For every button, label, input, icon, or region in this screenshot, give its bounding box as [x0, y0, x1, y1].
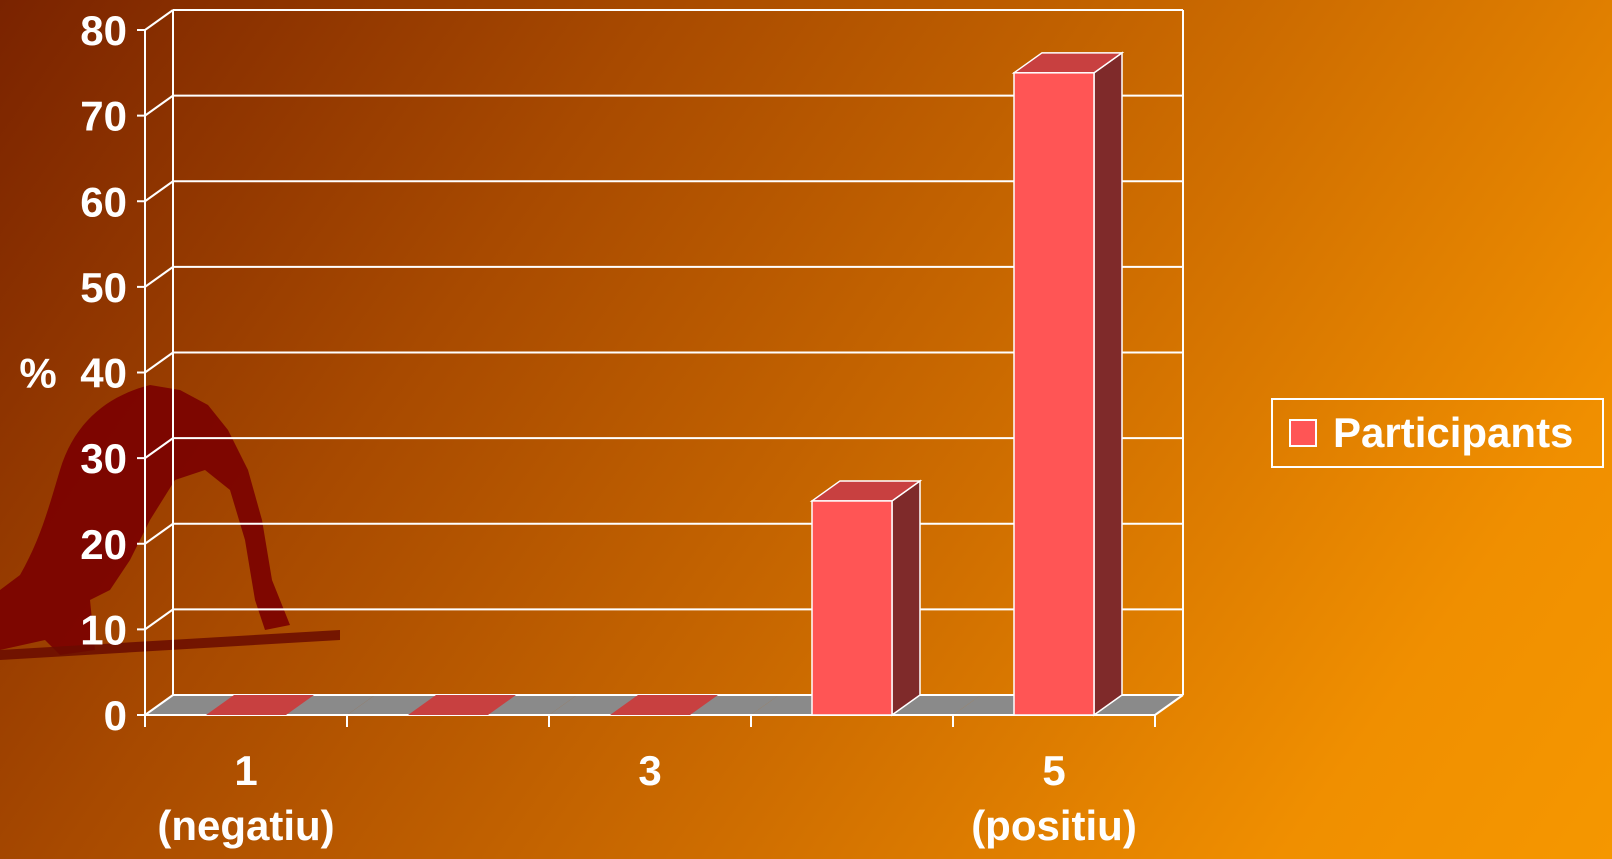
- y-tick-label: 60: [80, 178, 127, 225]
- gridline-side: [144, 522, 174, 545]
- bar: [610, 695, 718, 715]
- y-axis-label: %: [19, 350, 56, 397]
- bar-side: [891, 479, 921, 717]
- x-tick-label: 1: [234, 747, 257, 794]
- gridline-side: [144, 694, 174, 716]
- legend-label: Participants: [1333, 409, 1574, 456]
- y-tick-label: 70: [80, 93, 127, 140]
- x-tick-label: (negatiu): [157, 802, 334, 849]
- gridline-side: [144, 437, 174, 459]
- sprinter-silhouette: [0, 385, 340, 660]
- x-tick-label: (positiu): [971, 802, 1137, 849]
- gridline-side: [144, 266, 174, 288]
- bar: [408, 695, 516, 715]
- bar: [206, 695, 314, 715]
- bar-side: [1093, 51, 1123, 717]
- legend-swatch: [1289, 419, 1317, 447]
- y-tick-label: 0: [104, 692, 127, 739]
- y-tick-label: 80: [80, 7, 127, 54]
- x-tick-label: 3: [638, 747, 661, 794]
- y-tick-label: 30: [80, 435, 127, 482]
- y-tick-label: 10: [80, 606, 127, 653]
- y-tick-label: 40: [80, 350, 127, 397]
- gridline-side: [144, 180, 174, 203]
- legend: Participants: [1271, 398, 1604, 468]
- gridline-side: [144, 94, 174, 117]
- y-tick-label: 20: [80, 521, 127, 568]
- bar: [811, 500, 893, 716]
- bar: [1013, 72, 1095, 716]
- floor-right-edge: [1154, 694, 1184, 716]
- gridline-side: [144, 351, 174, 374]
- x-tick-label: 5: [1042, 747, 1065, 794]
- gridline-side: [144, 9, 174, 31]
- gridline-side: [144, 608, 174, 631]
- y-tick-label: 50: [80, 264, 127, 311]
